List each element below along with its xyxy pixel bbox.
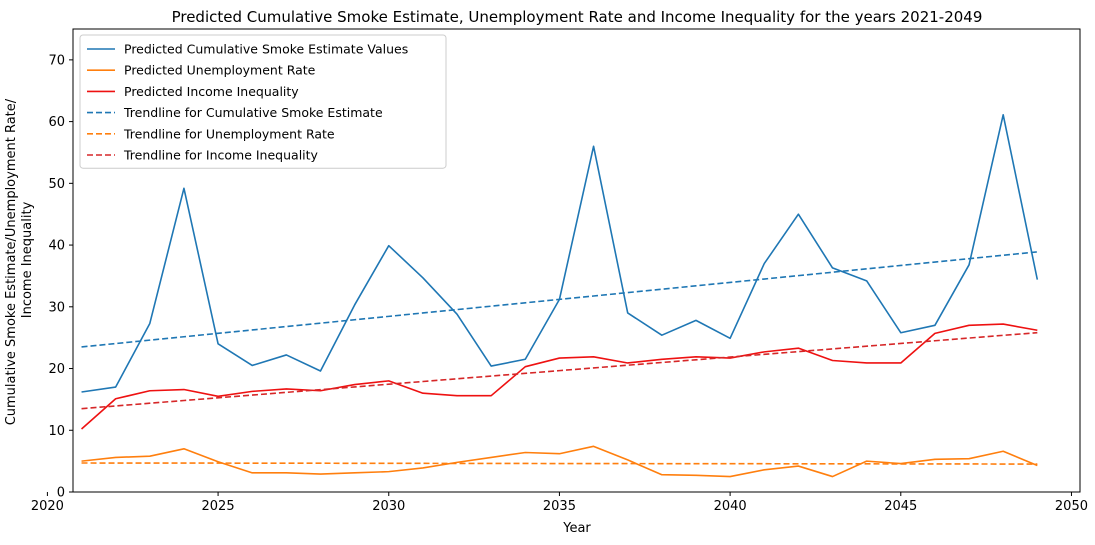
x-tick-label: 2025 (202, 499, 235, 514)
y-tick-label: 20 (48, 362, 65, 377)
y-tick-label: 0 (57, 486, 65, 501)
legend-label-4: Trendline for Cumulative Smoke Estimate (123, 105, 383, 120)
y-tick-label: 70 (48, 53, 65, 68)
y-tick-label: 10 (48, 424, 65, 439)
legend: Predicted Cumulative Smoke Estimate Valu… (79, 34, 447, 169)
y-tick-label: 50 (48, 177, 65, 192)
x-tick-label: 2045 (884, 499, 917, 514)
series-line-2 (81, 445, 1038, 478)
x-tick-label: 2040 (714, 499, 747, 514)
y-axis-label-line-2: Income Inequality (20, 201, 35, 318)
x-axis-label: Year (562, 521, 591, 536)
y-axis: 0 10 20 30 40 50 60 70 (48, 53, 73, 501)
y-tick-label: 30 (48, 300, 65, 315)
x-tick-label: 2050 (1055, 499, 1088, 514)
series-line-5 (81, 462, 1038, 465)
x-tick-label: 2035 (543, 499, 576, 514)
y-tick-label: 40 (48, 239, 65, 254)
legend-label-1: Predicted Cumulative Smoke Estimate Valu… (124, 42, 408, 57)
legend-label-2: Predicted Unemployment Rate (124, 63, 316, 78)
x-tick-label: 2030 (372, 499, 405, 514)
legend-label-3: Predicted Income Inequality (124, 84, 299, 99)
series-line-4 (81, 251, 1038, 348)
chart-title: Predicted Cumulative Smoke Estimate, Une… (172, 8, 983, 26)
x-axis: 2020 2025 2030 2035 2040 2045 2050 (31, 492, 1088, 514)
y-tick-label: 60 (48, 115, 65, 130)
series-line-6 (81, 331, 1038, 410)
y-axis-label: Cumulative Smoke Estimate/Unemployment R… (4, 95, 35, 426)
series-line-3 (80, 323, 1038, 430)
legend-label-5: Trendline for Unemployment Rate (123, 126, 335, 141)
legend-box (79, 34, 447, 169)
x-tick-label: 2020 (31, 499, 64, 514)
y-axis-label-line-1: Cumulative Smoke Estimate/Unemployment R… (4, 98, 19, 425)
plot-frame (72, 28, 1081, 493)
legend-label-6: Trendline for Income Inequality (123, 148, 319, 163)
plot-area (80, 114, 1039, 478)
